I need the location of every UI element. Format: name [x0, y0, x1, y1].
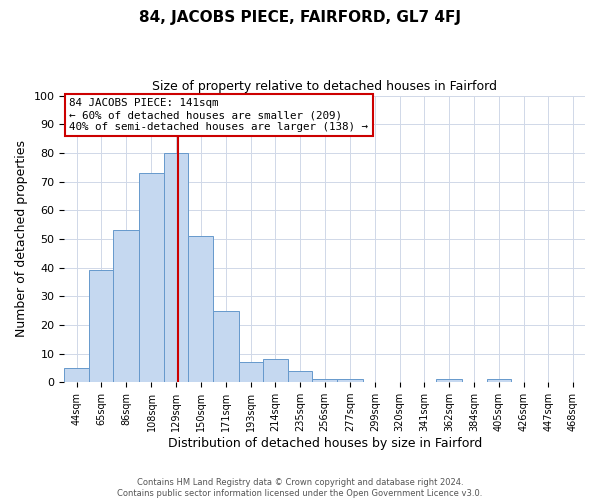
Y-axis label: Number of detached properties: Number of detached properties [15, 140, 28, 338]
Text: 84 JACOBS PIECE: 141sqm
← 60% of detached houses are smaller (209)
40% of semi-d: 84 JACOBS PIECE: 141sqm ← 60% of detache… [70, 98, 368, 132]
Bar [436, 380, 462, 382]
Bar [263, 360, 288, 382]
Bar [239, 362, 263, 382]
Bar [139, 173, 164, 382]
Bar [288, 371, 313, 382]
Bar [113, 230, 139, 382]
Bar [313, 380, 337, 382]
Title: Size of property relative to detached houses in Fairford: Size of property relative to detached ho… [152, 80, 497, 93]
Text: Contains HM Land Registry data © Crown copyright and database right 2024.
Contai: Contains HM Land Registry data © Crown c… [118, 478, 482, 498]
Text: 84, JACOBS PIECE, FAIRFORD, GL7 4FJ: 84, JACOBS PIECE, FAIRFORD, GL7 4FJ [139, 10, 461, 25]
Bar [337, 380, 362, 382]
X-axis label: Distribution of detached houses by size in Fairford: Distribution of detached houses by size … [167, 437, 482, 450]
Bar [64, 368, 89, 382]
Bar [487, 380, 511, 382]
Bar [89, 270, 113, 382]
Bar [164, 153, 188, 382]
Bar [213, 310, 239, 382]
Bar [188, 236, 213, 382]
